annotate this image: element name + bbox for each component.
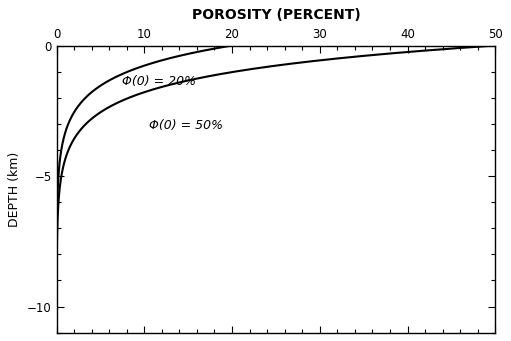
- Text: Φ(0) = 20%: Φ(0) = 20%: [122, 75, 196, 88]
- Y-axis label: DEPTH (km): DEPTH (km): [8, 151, 21, 227]
- Title: POROSITY (PERCENT): POROSITY (PERCENT): [192, 8, 360, 22]
- Text: Φ(0) = 50%: Φ(0) = 50%: [149, 119, 223, 132]
